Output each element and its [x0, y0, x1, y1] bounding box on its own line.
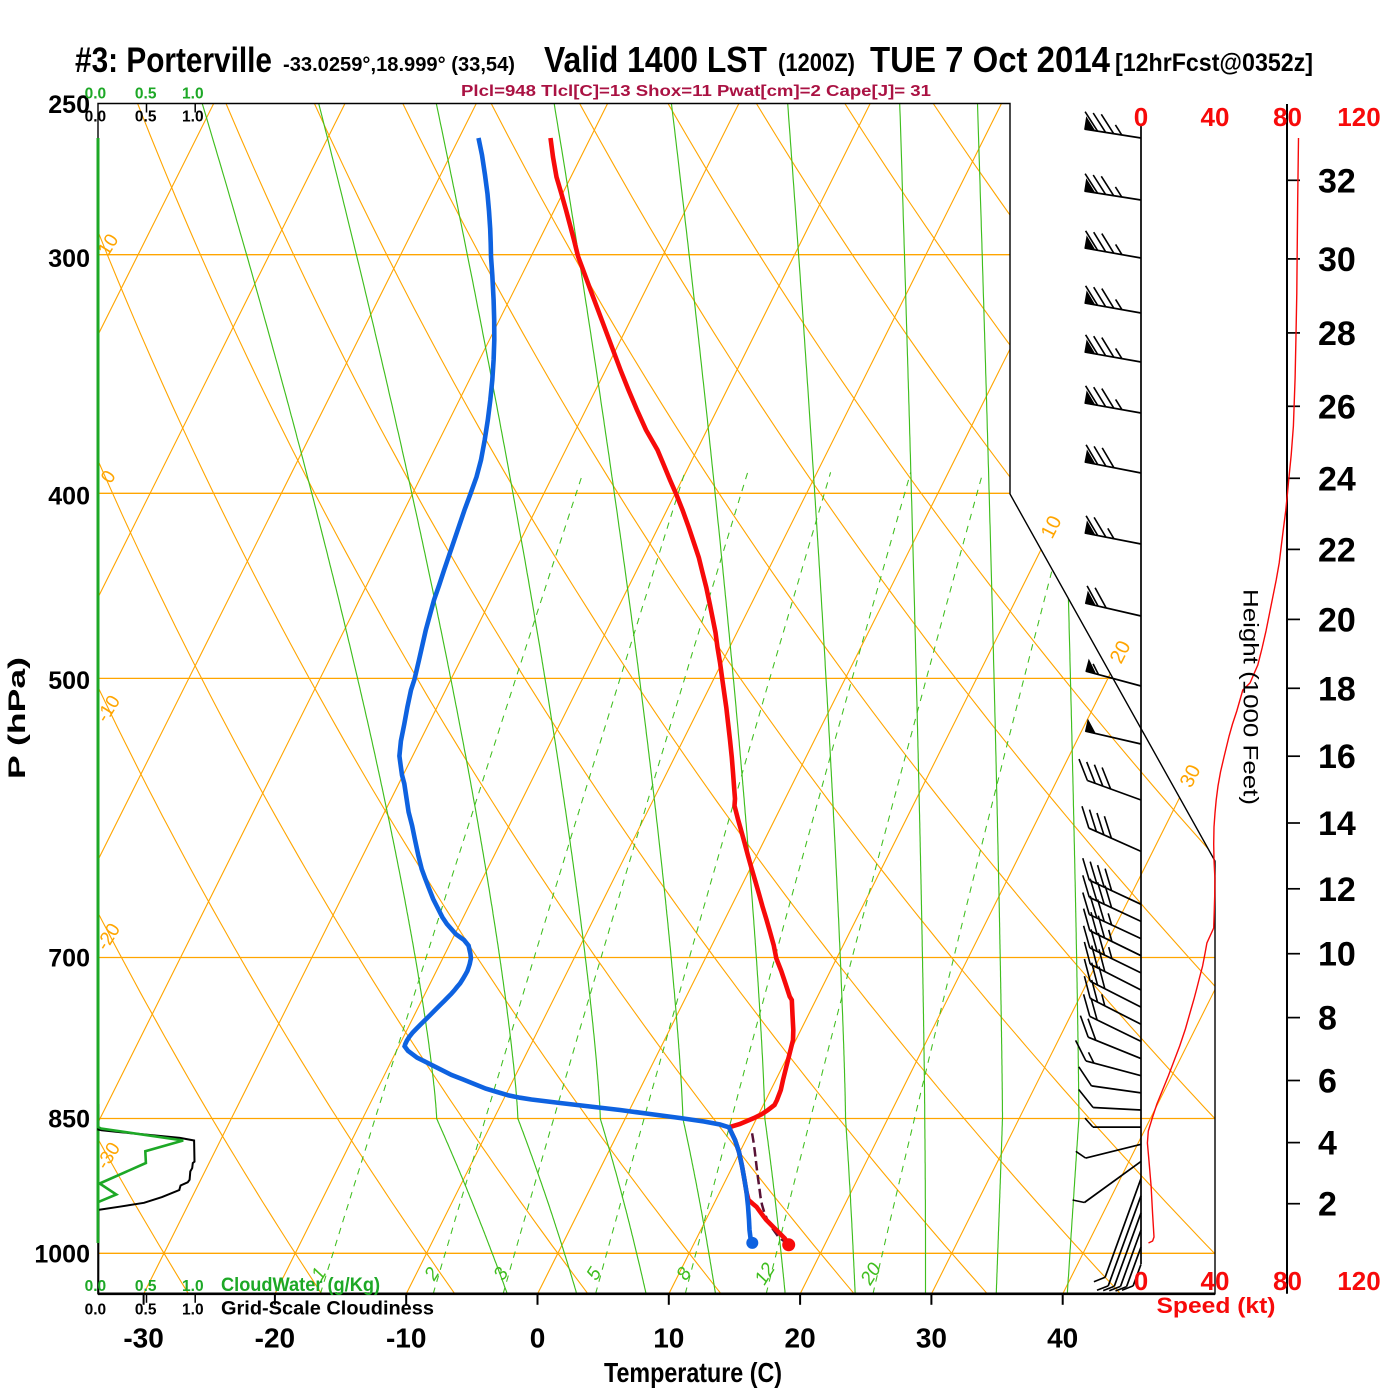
svg-text:P (hPa): P (hPa): [4, 657, 31, 779]
svg-text:120: 120: [1337, 1266, 1380, 1296]
svg-text:-30: -30: [123, 1323, 163, 1354]
svg-text:8: 8: [1318, 1000, 1337, 1038]
svg-text:Plcl=948 Tlcl[C]=13 Shox=11 Pw: Plcl=948 Tlcl[C]=13 Shox=11 Pwat[cm]=2 C…: [461, 83, 931, 100]
svg-text:0.0: 0.0: [85, 86, 107, 103]
svg-text:4: 4: [1318, 1125, 1337, 1163]
svg-text:80: 80: [1273, 1266, 1302, 1296]
svg-text:Grid-Scale Cloudiness: Grid-Scale Cloudiness: [221, 1299, 434, 1320]
svg-text:250: 250: [48, 91, 90, 119]
svg-text:32: 32: [1318, 162, 1356, 200]
svg-text:120: 120: [1337, 102, 1380, 132]
svg-text:TUE 7 Oct 2014: TUE 7 Oct 2014: [870, 39, 1110, 80]
svg-text:18: 18: [1318, 670, 1356, 708]
svg-text:(1200Z): (1200Z): [778, 49, 855, 77]
svg-text:1000: 1000: [34, 1240, 90, 1268]
svg-text:#3: Porterville: #3: Porterville: [75, 41, 272, 80]
svg-text:[12hrFcst@0352z]: [12hrFcst@0352z]: [1115, 49, 1313, 77]
svg-text:0.0: 0.0: [85, 1278, 107, 1295]
svg-text:30: 30: [916, 1323, 947, 1354]
svg-text:20: 20: [1318, 601, 1356, 639]
svg-text:28: 28: [1318, 315, 1356, 353]
svg-text:0.5: 0.5: [135, 86, 157, 103]
svg-text:40: 40: [1201, 1266, 1230, 1296]
svg-text:-33.0259°,18.999° (33,54): -33.0259°,18.999° (33,54): [283, 54, 515, 76]
svg-text:12: 12: [1318, 871, 1356, 909]
svg-text:1.0: 1.0: [182, 86, 204, 103]
svg-text:Speed (kt): Speed (kt): [1157, 1293, 1276, 1318]
svg-text:1.0: 1.0: [182, 1302, 204, 1319]
svg-text:26: 26: [1318, 388, 1356, 426]
svg-text:10: 10: [1318, 936, 1356, 974]
svg-text:0.0: 0.0: [85, 1302, 107, 1319]
svg-text:14: 14: [1318, 805, 1356, 843]
svg-text:40: 40: [1201, 102, 1230, 132]
svg-text:1.0: 1.0: [182, 109, 204, 126]
svg-text:300: 300: [48, 245, 90, 273]
svg-text:0: 0: [1134, 1266, 1148, 1296]
svg-text:16: 16: [1318, 738, 1356, 776]
svg-text:6: 6: [1318, 1063, 1337, 1101]
svg-text:0.5: 0.5: [135, 1302, 157, 1319]
svg-text:700: 700: [48, 945, 90, 973]
svg-text:-20: -20: [255, 1323, 295, 1354]
svg-text:30: 30: [1318, 241, 1356, 279]
svg-text:10: 10: [653, 1323, 684, 1354]
svg-text:0: 0: [530, 1323, 546, 1354]
svg-text:0: 0: [1134, 102, 1148, 132]
svg-text:40: 40: [1047, 1323, 1078, 1354]
svg-text:500: 500: [48, 667, 90, 695]
svg-text:0.0: 0.0: [85, 109, 107, 126]
svg-text:850: 850: [48, 1105, 90, 1133]
svg-text:-10: -10: [386, 1323, 426, 1354]
svg-text:CloudWater (g/Kg): CloudWater (g/Kg): [221, 1275, 380, 1296]
svg-text:Valid 1400 LST: Valid 1400 LST: [544, 39, 767, 80]
svg-text:22: 22: [1318, 531, 1356, 569]
svg-text:0.5: 0.5: [135, 1278, 157, 1295]
svg-text:1.0: 1.0: [182, 1278, 204, 1295]
svg-text:80: 80: [1273, 102, 1302, 132]
svg-text:Temperature (C): Temperature (C): [604, 1357, 782, 1388]
svg-text:20: 20: [785, 1323, 816, 1354]
svg-text:400: 400: [48, 483, 90, 511]
svg-text:2: 2: [1318, 1186, 1337, 1224]
svg-text:0.5: 0.5: [135, 109, 157, 126]
svg-text:24: 24: [1318, 460, 1356, 498]
svg-text:Height (1000 Feet): Height (1000 Feet): [1239, 589, 1263, 805]
